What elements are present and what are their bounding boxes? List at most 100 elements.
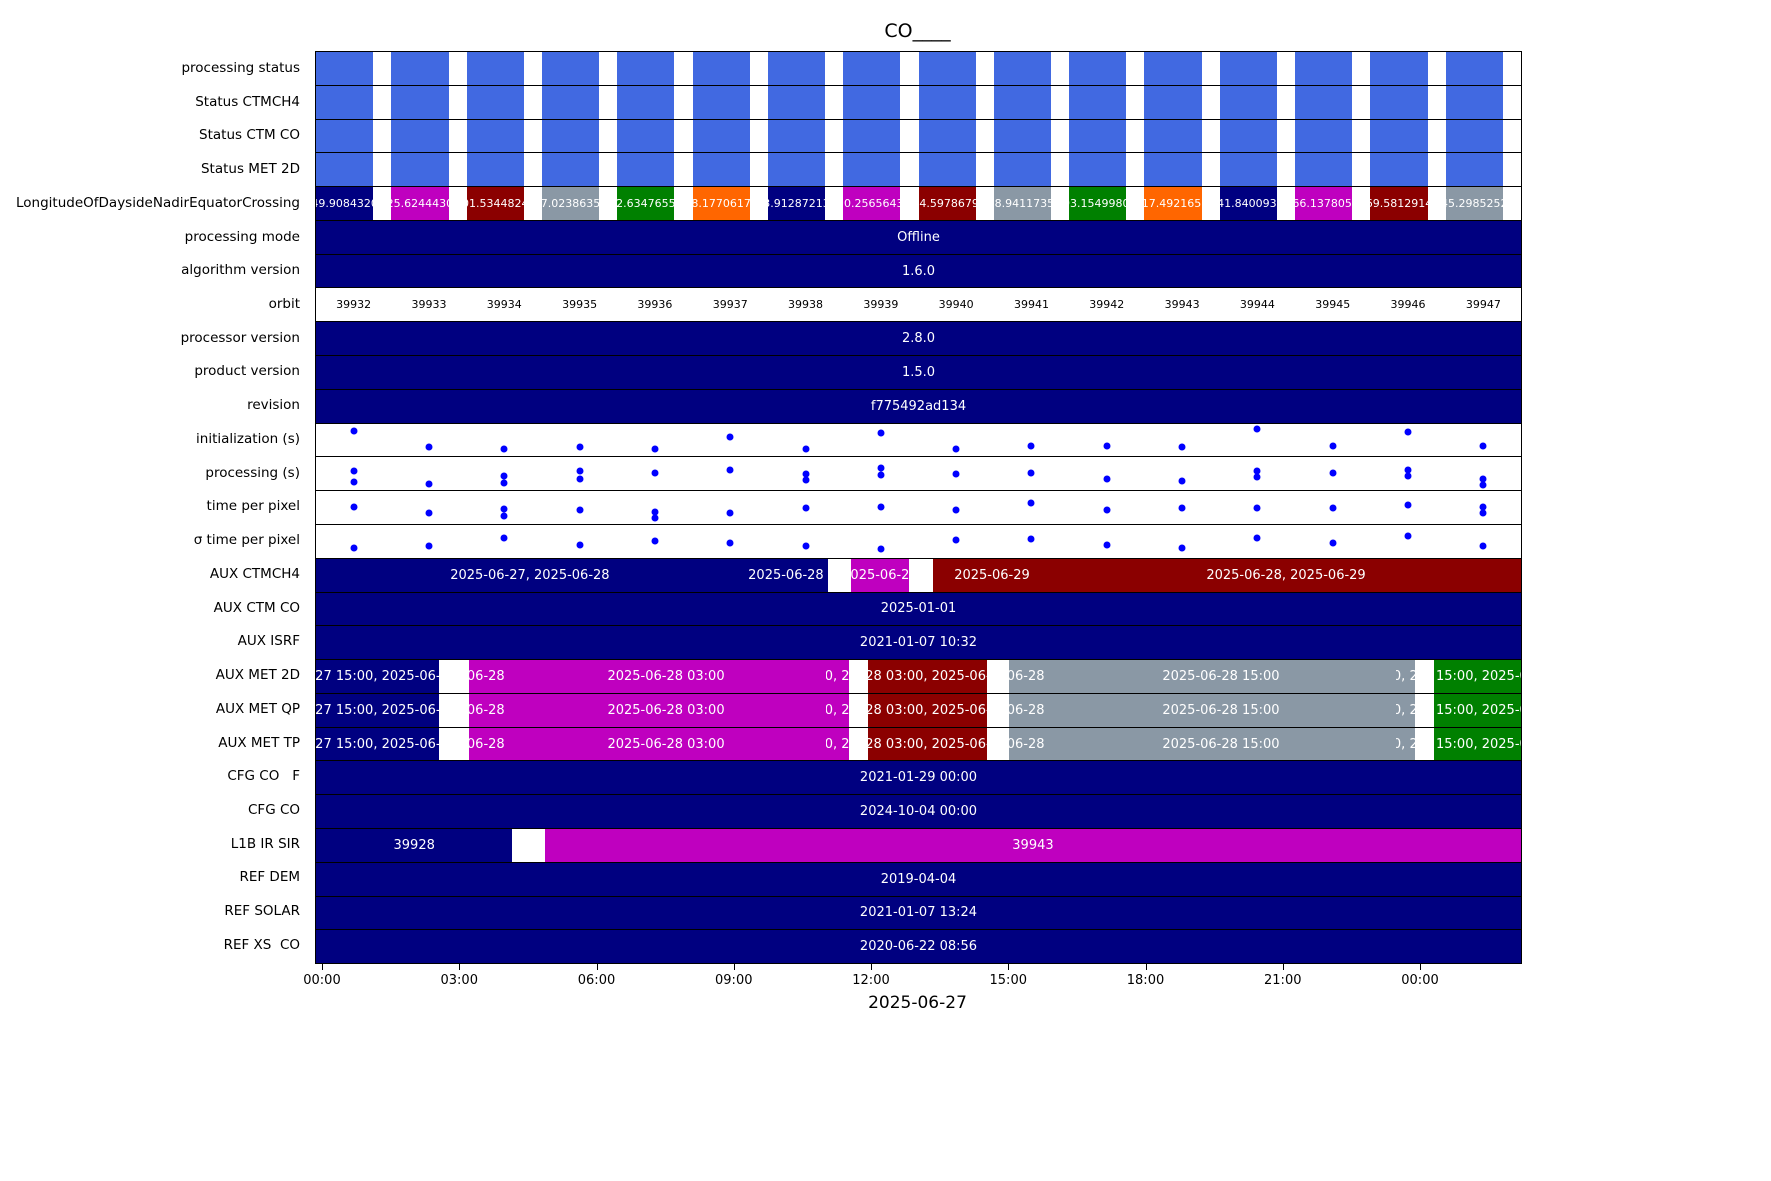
- status-block: [617, 52, 675, 85]
- scatter-dot: [350, 544, 358, 552]
- row-label-aux-ctm-co: AUX CTM CO: [213, 599, 300, 616]
- scatter-dot: [500, 512, 508, 520]
- status-block: [1069, 85, 1127, 119]
- status-block: [843, 153, 901, 187]
- x-tick-label: 21:00: [1264, 973, 1302, 988]
- equator-block: -93.15499805: [1069, 187, 1127, 220]
- equator-block: -141.84009391: [1219, 187, 1277, 220]
- x-tick-mark: [321, 964, 323, 970]
- equator-block: -20.25656433: [843, 187, 901, 220]
- equator-block: 125.62444305: [391, 187, 449, 220]
- scatter-dot: [500, 445, 508, 453]
- row-initialization-s: [316, 424, 1521, 458]
- row-label-status-ctm-co: Status CTM CO: [199, 127, 300, 144]
- bar-segment: 2025-06-28: [743, 558, 829, 592]
- status-block: [843, 85, 901, 119]
- plot-area: 149.90843200 125.62444305 101.53448242 77.0…: [315, 51, 1522, 964]
- status-block: [1219, 119, 1277, 153]
- value-bar: 2025-01-01: [316, 592, 1521, 626]
- row-label-product-version: product version: [194, 363, 300, 380]
- bar-segment: 2025-06-27 15:00, 2025-06-28 03:00: [316, 693, 439, 727]
- equator-block: -166.13780551: [1295, 187, 1353, 220]
- status-block: [541, 85, 600, 119]
- row-label-aux-met-2d: AUX MET 2D: [215, 667, 300, 684]
- bar-segment: 2025-06-28, 2025-06-29: [1051, 558, 1521, 592]
- scatter-dot: [1329, 469, 1337, 477]
- scatter-dot: [802, 504, 810, 512]
- status-block: [918, 119, 976, 153]
- orbit-number: 39943: [1164, 298, 1200, 312]
- status-block: [1295, 153, 1353, 187]
- bar-segment: 2025-06-28 15:00: [1008, 660, 1047, 693]
- status-block: [1445, 52, 1503, 85]
- row-ref-xs-co: 2020-06-22 08:56: [316, 930, 1521, 964]
- row-status-met-2d: [316, 153, 1521, 188]
- status-block: [1144, 85, 1202, 119]
- scatter-dot: [500, 479, 508, 487]
- orbit-number: 39939: [863, 298, 899, 312]
- row-label-status-ctmch4: Status CTMCH4: [195, 93, 300, 110]
- row-aux-isrf: 2021-01-07 10:32: [316, 626, 1521, 661]
- status-block: [391, 153, 449, 187]
- status-block: [918, 153, 976, 187]
- status-block: [993, 85, 1052, 119]
- status-block: [1295, 52, 1353, 85]
- orbit-number: 39935: [562, 298, 598, 312]
- scatter-dot: [1178, 443, 1186, 451]
- equator-block: 3.91287213: [767, 187, 826, 220]
- row-status-ctmch4: [316, 85, 1521, 120]
- value-bar: 2024-10-04 00:00: [316, 795, 1521, 828]
- scatter-dot: [1479, 503, 1487, 511]
- status-block: [918, 85, 976, 119]
- bar-segment: 2025-06-28 03:00: [506, 660, 826, 693]
- value-bar: 2.8.0: [316, 322, 1521, 356]
- scatter-dot: [1329, 442, 1337, 450]
- scatter-dot: [1253, 504, 1261, 512]
- scatter-dot: [1329, 504, 1337, 512]
- scatter-dot: [1027, 442, 1035, 450]
- scatter-dot: [1479, 442, 1487, 450]
- orbit-number: 39934: [486, 298, 522, 312]
- row-label-aux-met-tp: AUX MET TP: [218, 734, 300, 751]
- orbit-number: 39942: [1089, 298, 1125, 312]
- x-tick-mark: [596, 964, 598, 970]
- scatter-dot: [500, 472, 508, 480]
- scatter-dot: [726, 509, 734, 517]
- row-label-l1b-ir-sir: L1B IR SIR: [230, 835, 300, 852]
- scatter-dot: [576, 467, 584, 475]
- scatter-dot: [802, 470, 810, 478]
- bar-segment: 2025-06-29: [932, 558, 1052, 592]
- scatter-dot: [350, 503, 358, 511]
- scatter-dot: [952, 470, 960, 478]
- bar-segment: 2025-06-28 03:00, 2025-06-28 15:00: [867, 693, 988, 727]
- bar-segment: 2025-06-28 15:00, 2025-06-29 03:00: [1434, 727, 1521, 761]
- x-tick-mark: [1008, 964, 1010, 970]
- row-processing-status: [316, 52, 1521, 86]
- scatter-dot: [576, 475, 584, 483]
- x-tick-mark: [871, 964, 872, 970]
- status-block: [993, 119, 1052, 153]
- scatter-dot: [425, 509, 433, 517]
- row-label-processing-status: processing status: [181, 59, 300, 76]
- x-tick-mark: [1145, 964, 1147, 970]
- x-tick-label: 00:00: [303, 973, 341, 988]
- orbit-number: 39947: [1465, 298, 1501, 312]
- row-ref-solar: 2021-01-07 13:24: [316, 896, 1521, 931]
- scatter-dot: [877, 464, 885, 472]
- status-block: [767, 153, 826, 187]
- status-block: [1144, 153, 1202, 187]
- scatter-dot: [1479, 509, 1487, 517]
- scatter-dot: [1178, 544, 1186, 552]
- x-tick-label: 03:00: [440, 973, 478, 988]
- equator-block: -68.94117355: [993, 187, 1052, 220]
- scatter-dot: [500, 534, 508, 542]
- row-aux-ctmch4: 2025-06-27, 2025-06-282025-06-282025-06-…: [316, 558, 1521, 593]
- x-tick-mark: [1420, 964, 1421, 970]
- scatter-dot: [1103, 442, 1111, 450]
- row-algorithm-version: 1.6.0: [316, 254, 1521, 289]
- scatter-dot: [1404, 428, 1412, 436]
- scatter-dot: [726, 466, 734, 474]
- x-tick-label: 15:00: [989, 973, 1027, 988]
- bar-segment: 2025-06-28 15:00, 2025-06-29 03:00: [1434, 693, 1521, 727]
- bar-segment: 2025-06-28 03:00, 2025-06-28 15:00: [825, 660, 849, 693]
